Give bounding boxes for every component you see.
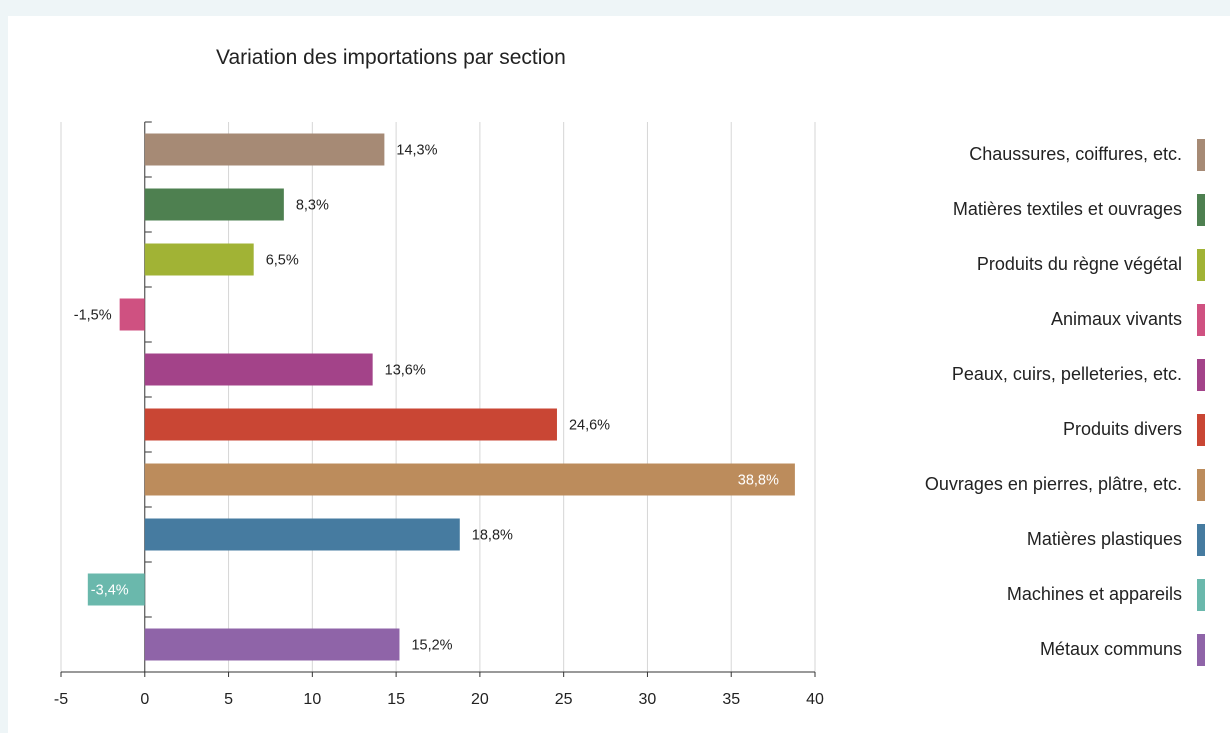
x-tick-label: 30 <box>639 691 657 708</box>
legend-swatch <box>1197 138 1205 171</box>
bar <box>144 188 284 221</box>
bar-value-label: -1,5% <box>74 308 112 324</box>
bar-value-label: 6,5% <box>266 253 299 269</box>
legend-label: Peaux, cuirs, pelleteries, etc. <box>951 363 1182 384</box>
legend-label: Produits du règne végétal <box>976 253 1182 274</box>
legend-label: Matières plastiques <box>1026 528 1182 549</box>
x-tick-label: 20 <box>471 691 489 708</box>
x-tick-label: 35 <box>722 691 740 708</box>
legend-swatch <box>1197 523 1205 556</box>
x-tick-label: 25 <box>555 691 573 708</box>
legend-swatch <box>1197 248 1205 281</box>
bar <box>144 518 460 551</box>
legend-swatch <box>1197 413 1205 446</box>
legend-label: Métaux communs <box>1039 638 1182 659</box>
legend-swatch <box>1197 193 1205 226</box>
bar <box>144 408 557 441</box>
bar <box>119 298 145 331</box>
bar <box>87 573 145 606</box>
bar <box>144 353 373 386</box>
bar <box>144 628 400 661</box>
bar-value-label: 15,2% <box>411 638 452 654</box>
bar <box>144 133 385 166</box>
legend-label: Matières textiles et ouvrages <box>952 198 1182 219</box>
legend-swatch <box>1197 303 1205 336</box>
legend-label: Animaux vivants <box>1050 308 1182 329</box>
bar-value-label: 18,8% <box>472 528 513 544</box>
legend-swatch <box>1197 578 1205 611</box>
legend-swatch <box>1197 358 1205 391</box>
x-tick-label: 5 <box>224 691 233 708</box>
bar-value-label: 13,6% <box>385 363 426 379</box>
legend-label: Machines et appareils <box>1006 583 1182 604</box>
legend-swatch <box>1197 468 1205 501</box>
x-tick-label: 15 <box>387 691 405 708</box>
bar-value-label: 38,8% <box>738 473 779 489</box>
bar <box>144 243 254 276</box>
legend-label: Chaussures, coiffures, etc. <box>969 143 1182 164</box>
bar-value-label: 8,3% <box>296 198 329 214</box>
legend-label: Ouvrages en pierres, plâtre, etc. <box>924 473 1182 494</box>
chart-title: Variation des importations par section <box>216 46 566 69</box>
x-tick-label: 40 <box>806 691 824 708</box>
x-tick-label: -5 <box>54 691 68 708</box>
bar-value-label: 24,6% <box>569 418 610 434</box>
legend-label: Produits divers <box>1062 418 1182 439</box>
x-tick-label: 0 <box>140 691 149 708</box>
x-tick-label: 10 <box>303 691 321 708</box>
bar-value-label: 14,3% <box>396 143 437 159</box>
bar <box>144 463 795 496</box>
legend-swatch <box>1197 633 1205 666</box>
bar-value-label: -3,4% <box>91 583 129 599</box>
